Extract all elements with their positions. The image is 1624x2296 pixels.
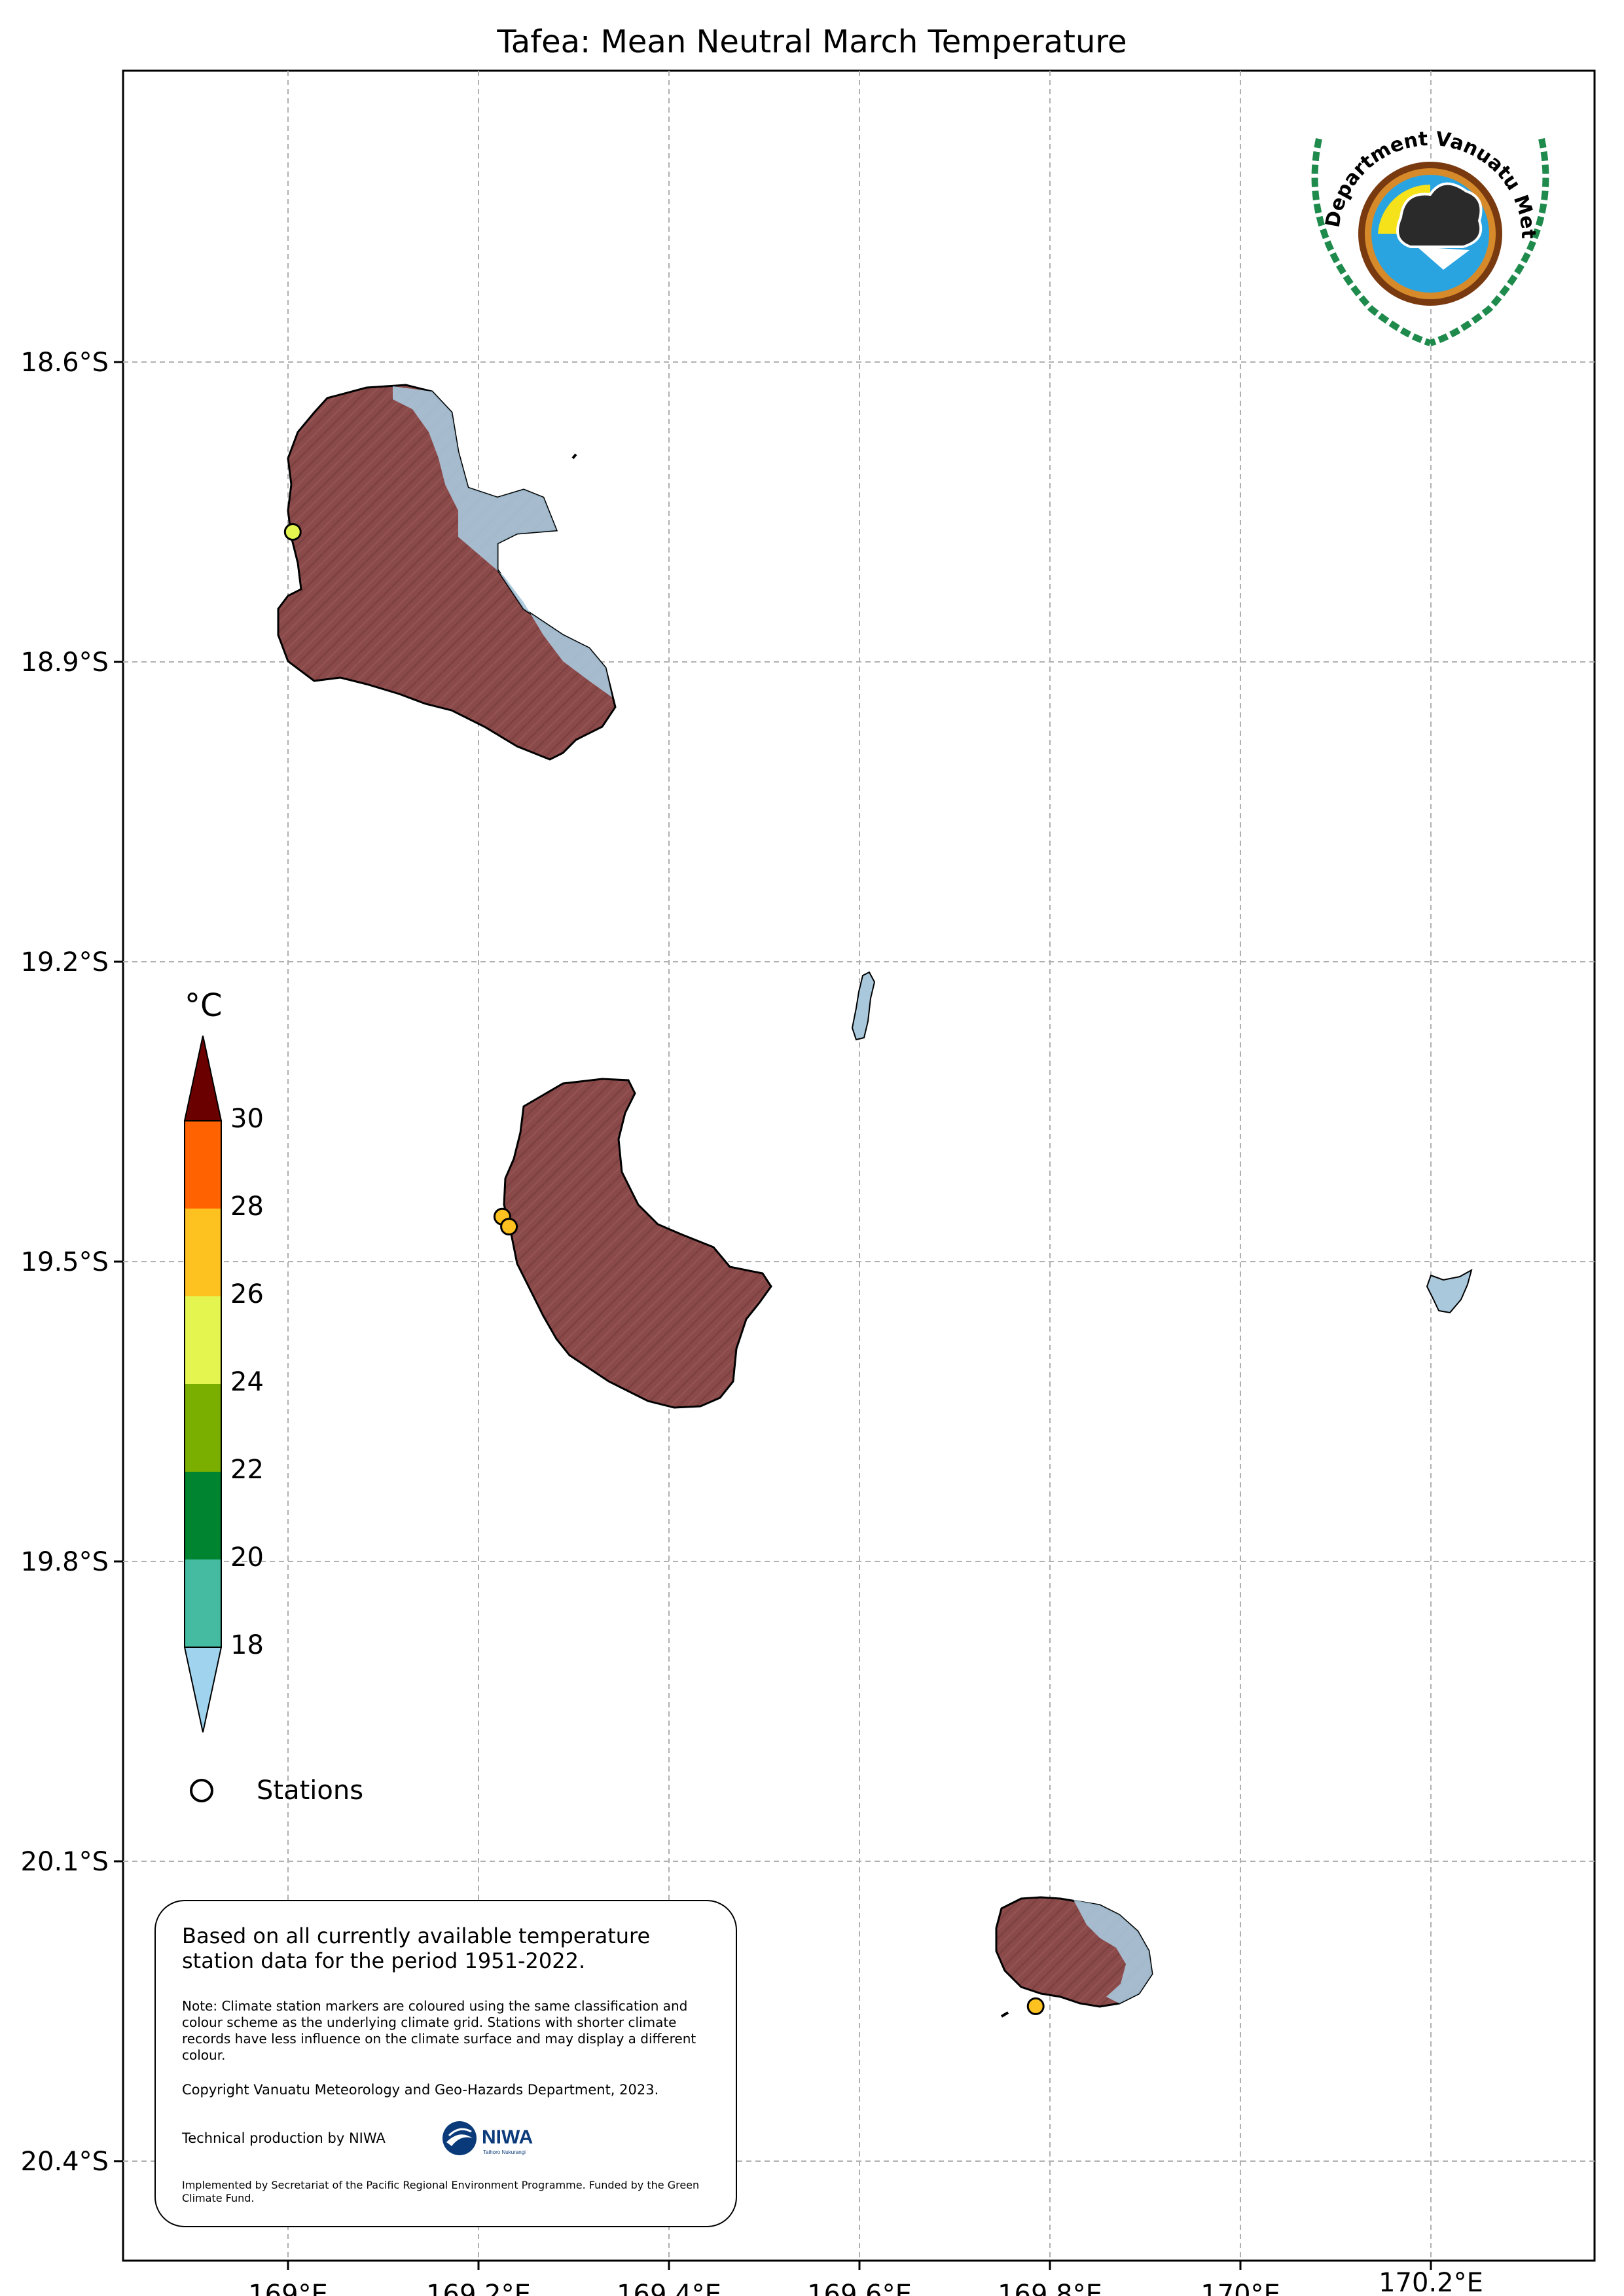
y-tick-label: 19.5°S [21,1247,109,1277]
niwa-logo-text: NIWA [482,2126,533,2148]
colorbar-24-26 [185,1296,221,1384]
colorbar [183,1035,223,1733]
colorbar-unit: °C [185,987,223,1024]
colorbar-20-22 [185,1472,221,1559]
x-tick-labels: 169°E 169.2°E 169.4°E 169.6°E 169.8°E 17… [248,2268,1483,2296]
colorbar-label: 28 [230,1192,264,1222]
technical-production-text: Technical production by NIWA [182,2130,386,2146]
stations-layer [283,523,1045,2015]
colorbar-22-24 [185,1384,221,1472]
x-tick-label: 169.2°E [426,2280,531,2296]
x-tick-label: 170°E [1200,2280,1280,2296]
implementation-text: Implemented by Secretariat of the Pacifi… [182,2179,700,2204]
y-tick-label: 20.1°S [21,1847,109,1877]
station-note-text: Note: Climate station markers are colour… [182,1998,696,2063]
colorbar-label: 22 [230,1455,264,1485]
colorbar-28-30 [185,1121,221,1209]
y-tick-label: 20.4°S [21,2147,109,2177]
data-basis-text: Based on all currently available tempera… [182,1923,651,1973]
y-tick-label: 18.9°S [21,647,109,678]
x-tick-label: 169.6°E [807,2280,912,2296]
colorbar-18-20 [185,1559,221,1647]
y-tick-label: 19.8°S [21,1547,109,1577]
map-title: Tafea: Mean Neutral March Temperature [497,24,1127,60]
y-tick-labels: 18.6°S 18.9°S 19.2°S 19.5°S 19.8°S 20.1°… [21,348,109,2177]
y-tick-label: 19.2°S [21,947,109,977]
station-marker [283,523,302,541]
station-marker [500,1218,518,1236]
colorbar-label: 18 [230,1630,264,1660]
island-aniwa [1426,1268,1473,1314]
vmgd-logo-icon: Department Vanuatu Meteorology and Geo-H… [1293,100,1549,346]
x-tick-label: 169.4°E [617,2280,721,2296]
island-erromango [277,384,617,761]
info-box: Based on all currently available tempera… [154,1900,737,2227]
tick-marks [114,361,1432,2270]
colorbar-label: 26 [230,1279,264,1309]
stations-legend-label: Stations [257,1776,364,1806]
y-tick-label: 18.6°S [21,348,109,378]
niwa-logo-subtext: Taihoro Nukurangi [483,2149,526,2155]
station-ring-icon [190,1779,213,1802]
copyright-text: Copyright Vanuatu Meteorology and Geo-Ha… [182,2082,659,2098]
station-marker [1026,1997,1045,2015]
island-aneityum [995,1896,1153,2018]
x-tick-label: 169°E [248,2280,328,2296]
stations-legend: Stations [190,1776,363,1806]
colorbar-label: 24 [230,1367,264,1397]
gridlines [123,71,1595,2261]
colorbar-label: 20 [230,1542,264,1573]
island-futuna [851,971,876,1041]
niwa-logo-icon: NIWA Taihoro Nukurangi [442,2121,533,2155]
x-tick-label: 169.8°E [998,2280,1102,2296]
island-tanna [503,1078,772,1409]
colorbar-label: 30 [230,1104,264,1134]
colorbar-26-28 [185,1209,221,1296]
x-tick-label: 170.2°E [1379,2268,1483,2296]
